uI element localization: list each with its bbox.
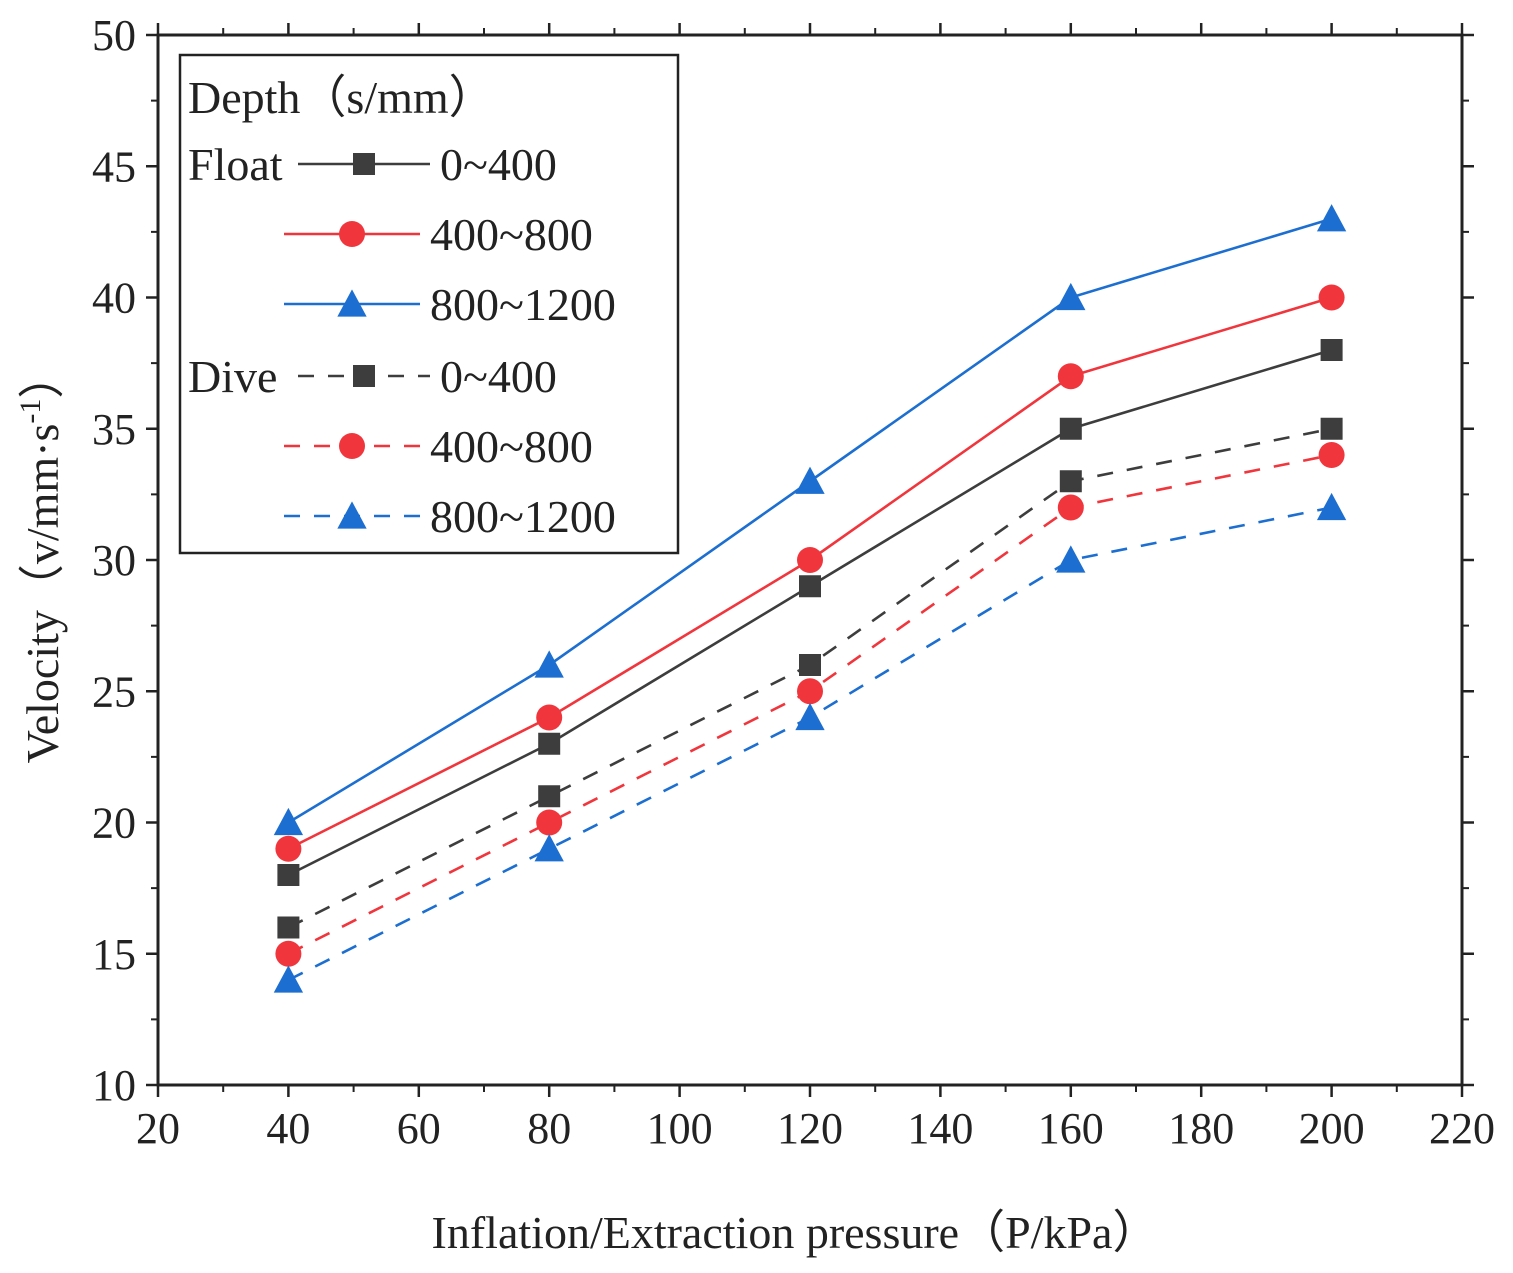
series-float-400-800	[275, 284, 1345, 862]
data-point	[273, 965, 304, 993]
series-dive-0-400	[277, 417, 1343, 939]
data-point	[797, 547, 823, 573]
data-point	[799, 654, 821, 676]
legend-entry-label: 400~800	[430, 421, 593, 472]
legend-box	[178, 53, 680, 555]
axes: 20 40 60 80 100 120 140 160 180 200 220 10 15 20 25 30 3…	[92, 11, 1495, 1153]
x-axis-title: Inflation/Extraction pressure（P/kPa）	[432, 1207, 1159, 1258]
x-tick-label: 60	[397, 1104, 441, 1153]
y-tick-label: 15	[92, 930, 136, 979]
series-float-800-1200	[273, 204, 1347, 836]
data-point	[1059, 417, 1082, 440]
data-point	[1316, 492, 1347, 521]
legend: Depth（s/mm） Float 0~400 400~800 800~1200 Dive…	[178, 53, 680, 555]
data-point	[795, 466, 825, 494]
data-point	[1320, 339, 1343, 361]
y-axis-title-close: ）	[17, 353, 68, 399]
y-tick-label: 20	[92, 799, 136, 848]
x-tick-label: 220	[1429, 1104, 1495, 1153]
legend-marker	[353, 365, 375, 387]
data-point	[273, 807, 304, 836]
plot-series	[273, 204, 1347, 993]
y-tick-label: 35	[92, 405, 136, 454]
series-dive-800-1200	[273, 492, 1347, 993]
y-axis-title: Velocity（v/mm·s-1）	[14, 353, 68, 764]
y-axis-title-main: Velocity（v/mm·s	[17, 424, 68, 764]
legend-group-label: Dive	[188, 351, 277, 402]
y-tick-label: 10	[92, 1061, 136, 1110]
data-point	[536, 704, 563, 731]
legend-title: Depth（s/mm）	[188, 72, 495, 123]
legend-entry-label: 800~1200	[430, 491, 616, 542]
x-tick-label: 20	[136, 1104, 180, 1153]
y-tick-label: 40	[92, 274, 136, 323]
x-tick-label: 200	[1299, 1104, 1365, 1153]
data-point	[275, 835, 302, 862]
x-tick-label: 120	[777, 1104, 843, 1153]
legend-marker	[337, 289, 367, 317]
legend-marker	[339, 433, 365, 459]
data-point	[1320, 417, 1343, 440]
data-point	[1059, 470, 1082, 493]
data-point	[1318, 442, 1345, 468]
data-point	[534, 834, 564, 862]
data-point	[1057, 494, 1084, 521]
legend-marker	[339, 221, 365, 247]
data-point	[536, 809, 563, 836]
data-point	[275, 940, 302, 967]
data-point	[1056, 545, 1086, 573]
x-tick-label: 100	[647, 1104, 713, 1153]
data-point	[538, 732, 561, 755]
legend-entry-label: 400~800	[430, 209, 593, 260]
y-tick-label: 30	[92, 536, 136, 585]
data-point	[534, 650, 564, 678]
data-point	[538, 785, 561, 808]
legend-marker	[353, 153, 375, 175]
legend-entry-label: 0~400	[440, 139, 557, 190]
axis-titles: Inflation/Extraction pressure（P/kPa） Vel…	[14, 353, 1158, 1258]
y-axis-title-superscript: -1	[14, 399, 47, 424]
x-tick-label: 180	[1168, 1104, 1234, 1153]
data-point	[1056, 282, 1086, 311]
legend-group-label: Float	[188, 139, 283, 190]
x-tick-label: 140	[907, 1104, 973, 1153]
x-tick-label: 80	[527, 1104, 571, 1153]
series-float-0-400	[277, 339, 1343, 886]
x-tick-label: 160	[1038, 1104, 1104, 1153]
series-dive-400-800	[275, 442, 1345, 967]
data-point	[1318, 284, 1345, 311]
y-tick-label: 45	[92, 142, 136, 191]
y-tick-label: 50	[92, 11, 136, 60]
data-point	[277, 916, 300, 939]
y-tick-label: 25	[92, 667, 136, 716]
data-point	[797, 678, 823, 705]
data-point	[795, 702, 825, 731]
legend-entry-label: 800~1200	[430, 279, 616, 330]
legend-entry-label: 0~400	[440, 351, 557, 402]
data-point	[799, 575, 821, 598]
data-point	[277, 864, 300, 886]
data-point	[1057, 363, 1084, 390]
data-point	[1316, 204, 1347, 232]
legend-marker	[337, 501, 367, 529]
x-tick-label: 40	[266, 1104, 310, 1153]
